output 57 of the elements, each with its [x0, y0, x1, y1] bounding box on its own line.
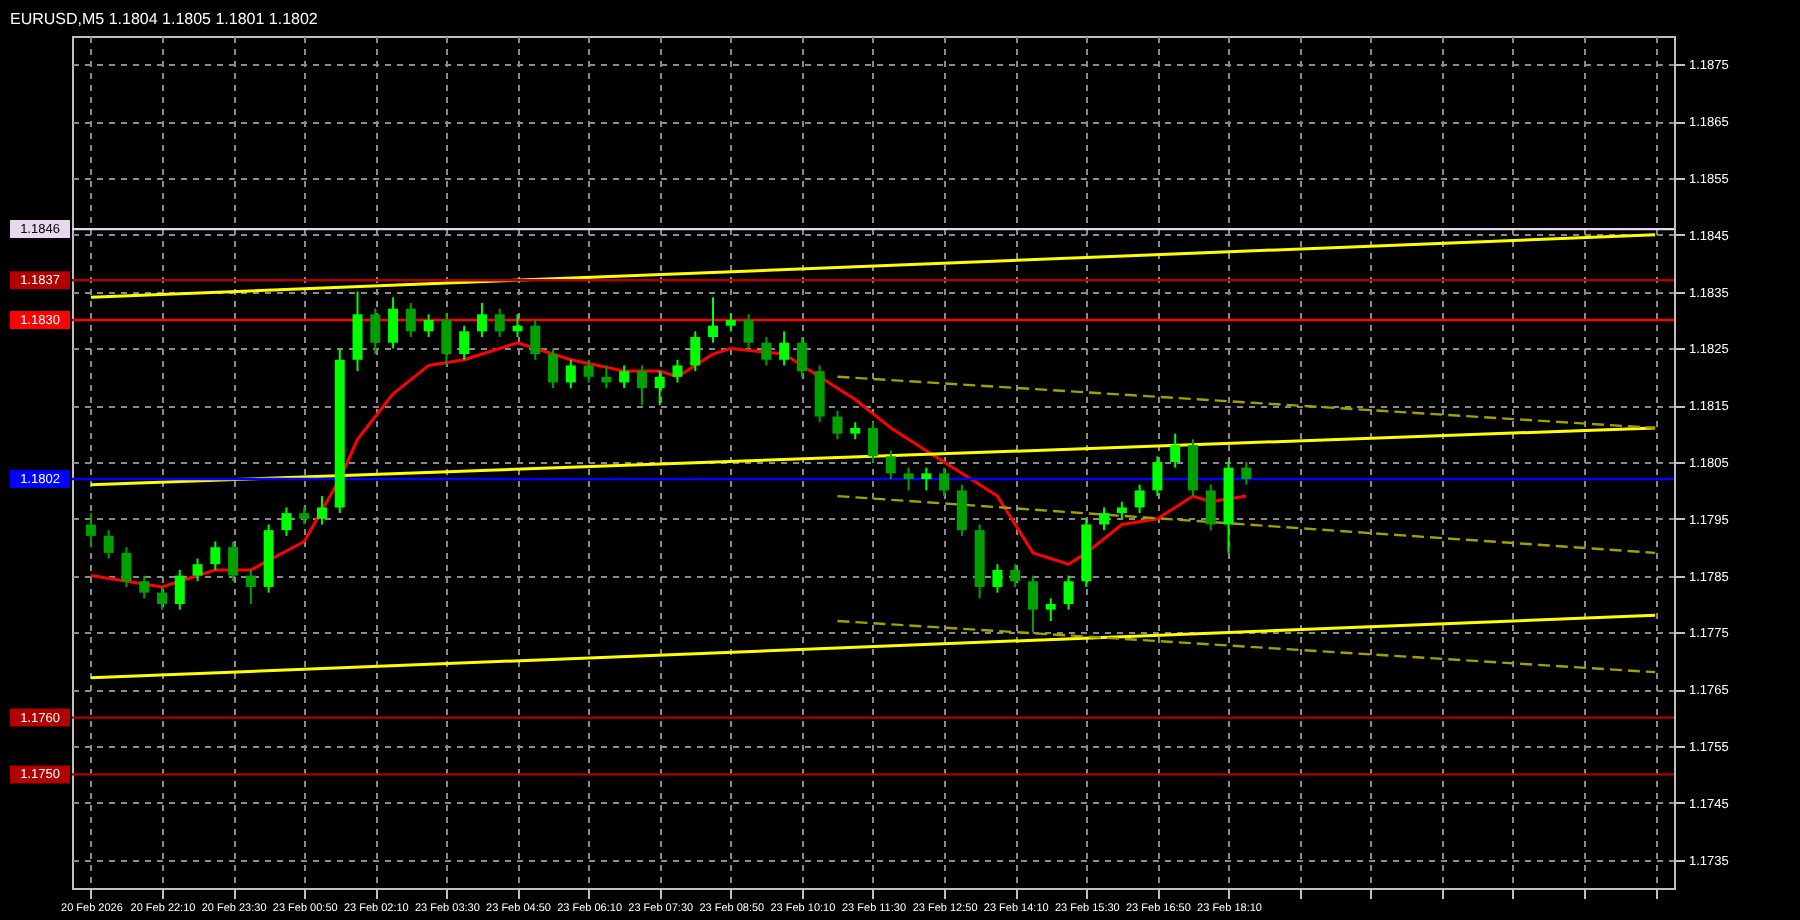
candlestick — [743, 313, 754, 350]
candlestick — [1152, 455, 1163, 498]
candlestick — [316, 495, 327, 526]
candlestick — [885, 449, 896, 481]
candlestick — [1241, 461, 1252, 486]
candlestick — [690, 330, 701, 373]
candlestick — [708, 296, 719, 344]
line-series — [89, 341, 1248, 589]
candlestick — [405, 301, 416, 339]
candlestick — [156, 585, 167, 611]
candlestick — [565, 358, 576, 390]
candlestick — [281, 506, 292, 537]
candlestick — [476, 301, 487, 339]
candlestick — [1027, 574, 1038, 634]
candlestick — [583, 358, 594, 384]
candlestick — [939, 466, 950, 498]
candlestick — [1099, 506, 1110, 532]
candlestick — [388, 296, 399, 350]
candlestick — [1045, 597, 1056, 623]
candlestick — [761, 336, 772, 367]
candlestick — [1187, 438, 1198, 498]
candlestick — [494, 307, 505, 339]
candlestick — [672, 358, 683, 384]
candlestick — [1205, 483, 1216, 532]
candlestick — [868, 421, 878, 463]
candlestick — [1010, 563, 1021, 588]
candlestick — [103, 529, 114, 560]
candlestick — [619, 364, 630, 390]
candlestick — [992, 563, 1003, 594]
candlestick — [779, 330, 790, 367]
candlestick — [832, 409, 843, 441]
candlestick — [423, 313, 434, 339]
chart-title: EURUSD,M5 1.1804 1.1805 1.1801 1.1802 — [10, 10, 319, 28]
candlestick — [1170, 432, 1181, 469]
candlestick — [814, 364, 825, 424]
candlestick — [1063, 574, 1074, 611]
candlestick — [210, 540, 221, 571]
candlestick — [228, 540, 239, 583]
candlestick — [636, 364, 647, 407]
candlestick — [956, 483, 967, 537]
candlestick — [921, 466, 932, 492]
candlestick — [548, 347, 559, 390]
candlestick — [85, 512, 96, 549]
candlestick — [370, 307, 381, 356]
candlestick — [139, 574, 150, 600]
candlestick — [530, 319, 541, 361]
candlestick — [903, 466, 914, 492]
candlestick — [121, 546, 132, 588]
candlestick — [245, 568, 256, 605]
candlestick — [459, 324, 470, 361]
candlestick — [441, 313, 452, 367]
candlestick — [174, 568, 185, 611]
candlestick — [796, 336, 807, 378]
candlestick — [654, 370, 665, 407]
candlestick — [192, 557, 203, 583]
candlestick — [352, 290, 363, 373]
candlestick — [1134, 483, 1145, 515]
